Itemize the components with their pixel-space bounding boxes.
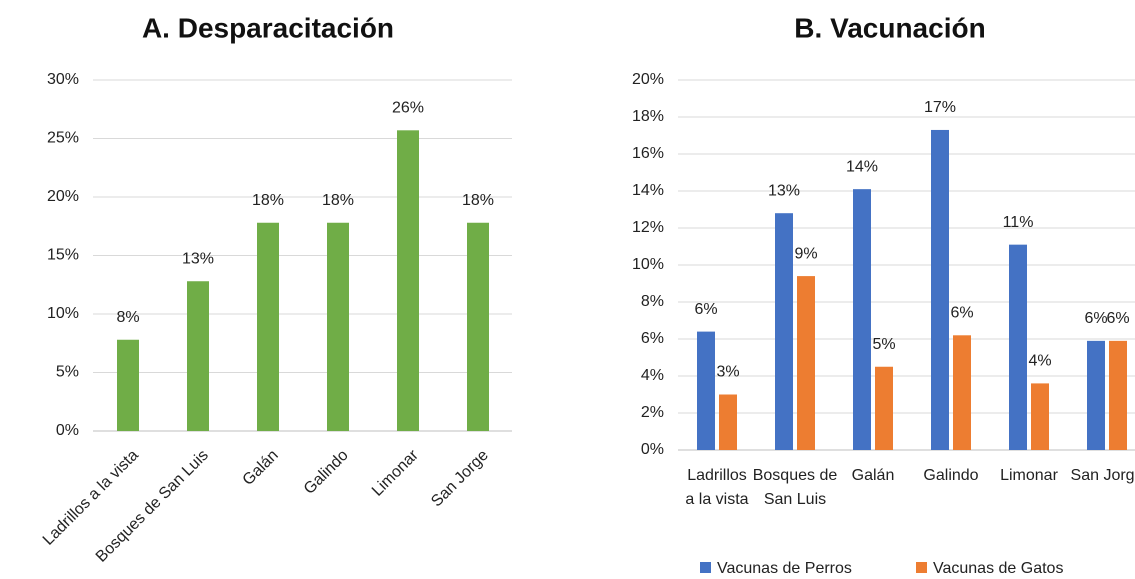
- y-tick-label: 25%: [47, 130, 79, 147]
- data-label: 18%: [462, 192, 494, 209]
- data-label: 8%: [116, 309, 139, 326]
- y-tick-label: 20%: [47, 188, 79, 205]
- x-tick-label: Bosques de San Luis: [753, 467, 838, 508]
- y-tick-label: 16%: [632, 145, 664, 162]
- y-tick-label: 10%: [632, 256, 664, 273]
- bar: [719, 394, 737, 450]
- bar: [1031, 383, 1049, 450]
- data-label: 9%: [794, 245, 817, 262]
- data-label: 6%: [950, 305, 973, 322]
- bar: [875, 366, 893, 450]
- data-label: 14%: [846, 158, 878, 175]
- y-tick-label: 30%: [47, 71, 79, 88]
- data-label: 11%: [1003, 214, 1034, 231]
- bar: [931, 129, 949, 450]
- chart-title: B. Vacunación: [794, 12, 985, 43]
- y-tick-label: 15%: [47, 247, 79, 264]
- data-label: 6%: [1084, 310, 1107, 327]
- data-label: 13%: [182, 250, 214, 267]
- bar: [697, 331, 715, 450]
- bar: [953, 335, 971, 450]
- chart-title: A. Desparacitación: [142, 12, 394, 43]
- bar: [467, 222, 489, 431]
- bar: [327, 222, 349, 431]
- legend-label: Vacunas de Perros: [717, 560, 852, 577]
- data-label: 5%: [872, 336, 895, 353]
- data-label: 4%: [1028, 353, 1051, 370]
- bar: [187, 281, 209, 431]
- legend-swatch: [916, 562, 927, 573]
- bar: [853, 189, 871, 450]
- data-label: 26%: [392, 100, 424, 117]
- y-tick-label: 2%: [641, 404, 664, 421]
- bar: [397, 130, 419, 431]
- y-tick-label: 6%: [641, 330, 664, 347]
- x-tick-label: Limonar: [1000, 467, 1058, 484]
- y-tick-label: 5%: [56, 364, 79, 381]
- y-tick-label: 0%: [641, 441, 664, 458]
- x-tick-label: San Jorge: [1071, 467, 1135, 484]
- x-tick-label: Galindo: [923, 467, 978, 484]
- y-tick-label: 12%: [632, 219, 664, 236]
- y-tick-label: 4%: [641, 367, 664, 384]
- bar: [775, 213, 793, 450]
- bar: [117, 339, 139, 431]
- bar: [257, 222, 279, 431]
- data-label: 18%: [322, 192, 354, 209]
- y-tick-label: 10%: [47, 305, 79, 322]
- bar: [1009, 244, 1027, 450]
- data-label: 13%: [768, 182, 800, 199]
- x-tick-label: Galán: [852, 467, 895, 484]
- data-label: 3%: [716, 364, 739, 381]
- bar: [1087, 340, 1105, 450]
- y-tick-label: 0%: [56, 422, 79, 439]
- y-tick-label: 14%: [632, 182, 664, 199]
- y-tick-label: 8%: [641, 293, 664, 310]
- y-tick-label: 18%: [632, 108, 664, 125]
- data-label: 18%: [252, 192, 284, 209]
- bar: [1109, 340, 1127, 450]
- y-tick-label: 20%: [632, 71, 664, 88]
- bar: [797, 276, 815, 450]
- legend-label: Vacunas de Gatos: [933, 560, 1063, 577]
- data-label: 6%: [1106, 310, 1129, 327]
- data-label: 6%: [694, 301, 717, 318]
- x-tick-label: Ladrillos a la vista: [685, 467, 748, 508]
- legend-swatch: [700, 562, 711, 573]
- data-label: 17%: [924, 99, 956, 116]
